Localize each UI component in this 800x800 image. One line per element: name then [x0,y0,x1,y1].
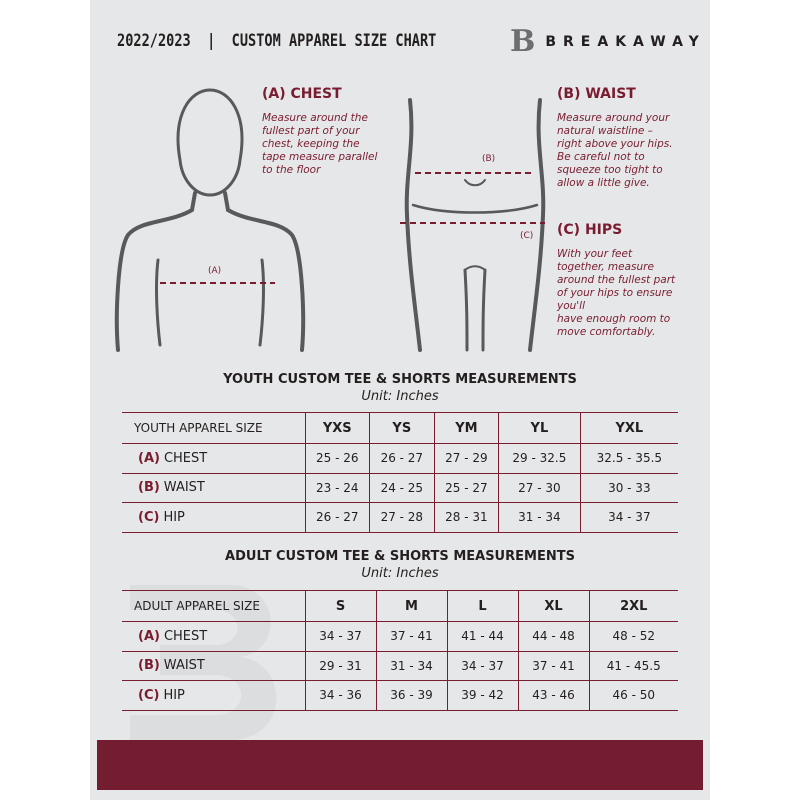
cell: 31 - 34 [498,502,581,533]
size-header: YOUTH APPAREL SIZE [122,412,305,444]
waist-title: (B) WAIST [557,86,636,102]
size-col: L [446,590,519,622]
cell: 44 - 48 [517,621,590,652]
upper-body-illustration [114,88,306,352]
chest-marker: (A) [208,266,222,276]
size-col: YS [369,412,435,444]
cell: 30 - 33 [579,472,678,503]
cell: 34 - 36 [304,680,377,711]
cell: 24 - 25 [369,472,435,503]
size-col: YXS [304,412,370,444]
chest-instructions: Measure around the fullest part of your … [262,112,378,176]
cell: 25 - 27 [433,472,499,503]
row-label: (A) CHEST [122,621,305,652]
size-col: S [304,590,377,622]
size-col: YXL [579,412,678,444]
cell: 37 - 41 [517,650,590,681]
cell: 25 - 26 [304,443,370,474]
adult-table-title: ADULT CUSTOM TEE & SHORTS MEASUREMENTS [225,549,575,564]
chest-title: (A) CHEST [262,86,342,102]
waist-marker: (B) [482,154,496,164]
waist-instructions: Measure around your natural waistline – … [557,112,673,189]
row-label: (B) WAIST [122,650,305,681]
cell: 34 - 37 [446,650,519,681]
cell: 26 - 27 [369,443,435,474]
size-header: ADULT APPAREL SIZE [122,590,305,622]
brand-logo: B BREAKAWAY [510,24,706,59]
logo-mark-icon: B [510,24,536,59]
footer-band [97,740,703,790]
cell: 32.5 - 35.5 [579,443,678,474]
cell: 27 - 28 [369,502,435,533]
cell: 36 - 39 [375,680,448,711]
row-label: (C) HIP [122,680,305,711]
hips-title: (C) HIPS [557,222,623,238]
size-col: 2XL [588,590,678,622]
cell: 27 - 30 [498,472,581,503]
cell: 29 - 31 [304,650,377,681]
hip-marker: (C) [520,231,534,241]
table-row: (C) HIP 34 - 36 36 - 39 39 - 42 43 - 46 46 - 5… [122,680,678,711]
cell: 43 - 46 [517,680,590,711]
cell: 26 - 27 [304,502,370,533]
cell: 41 - 44 [446,621,519,652]
cell: 48 - 52 [588,621,678,652]
table-row: (A) CHEST 34 - 37 37 - 41 41 - 44 44 - 48 48 -… [122,621,678,652]
youth-table-title: YOUTH CUSTOM TEE & SHORTS MEASUREMENTS [223,372,577,387]
cell: 41 - 45.5 [588,650,678,681]
cell: 34 - 37 [304,621,377,652]
table-header-row: ADULT APPAREL SIZE S M L XL 2XL [122,590,678,622]
cell: 23 - 24 [304,472,370,503]
adult-size-table: ADULT APPAREL SIZE S M L XL 2XL (A) CHEST… [122,590,678,711]
size-col: YM [433,412,499,444]
size-col: M [375,590,448,622]
table-row: (A) CHEST 25 - 26 26 - 27 27 - 29 29 - 32.5 32… [122,443,678,474]
youth-size-table: YOUTH APPAREL SIZE YXS YS YM YL YXL (A) C… [122,412,678,533]
lower-body-illustration [400,98,546,352]
cell: 28 - 31 [433,502,499,533]
page-title: 2022/2023 | CUSTOM APPAREL SIZE CHART [117,31,437,51]
youth-table-unit: Unit: Inches [361,389,439,404]
table-row: (B) WAIST 23 - 24 24 - 25 25 - 27 27 - 30 30 -… [122,472,678,503]
brand-name: BREAKAWAY [545,33,706,50]
hips-instructions: With your feet together, measure around … [557,248,676,338]
table-header-row: YOUTH APPAREL SIZE YXS YS YM YL YXL [122,412,678,444]
cell: 46 - 50 [588,680,678,711]
size-col: XL [517,590,590,622]
row-label: (C) HIP [122,502,305,533]
cell: 27 - 29 [433,443,499,474]
adult-table-unit: Unit: Inches [361,566,439,581]
table-row: (B) WAIST 29 - 31 31 - 34 34 - 37 37 - 41 41 -… [122,650,678,681]
cell: 34 - 37 [579,502,678,533]
size-col: YL [498,412,581,444]
cell: 31 - 34 [375,650,448,681]
cell: 37 - 41 [375,621,448,652]
row-label: (B) WAIST [122,472,305,503]
cell: 29 - 32.5 [498,443,581,474]
row-label: (A) CHEST [122,443,305,474]
cell: 39 - 42 [446,680,519,711]
table-row: (C) HIP 26 - 27 27 - 28 28 - 31 31 - 34 34 - 3… [122,502,678,533]
